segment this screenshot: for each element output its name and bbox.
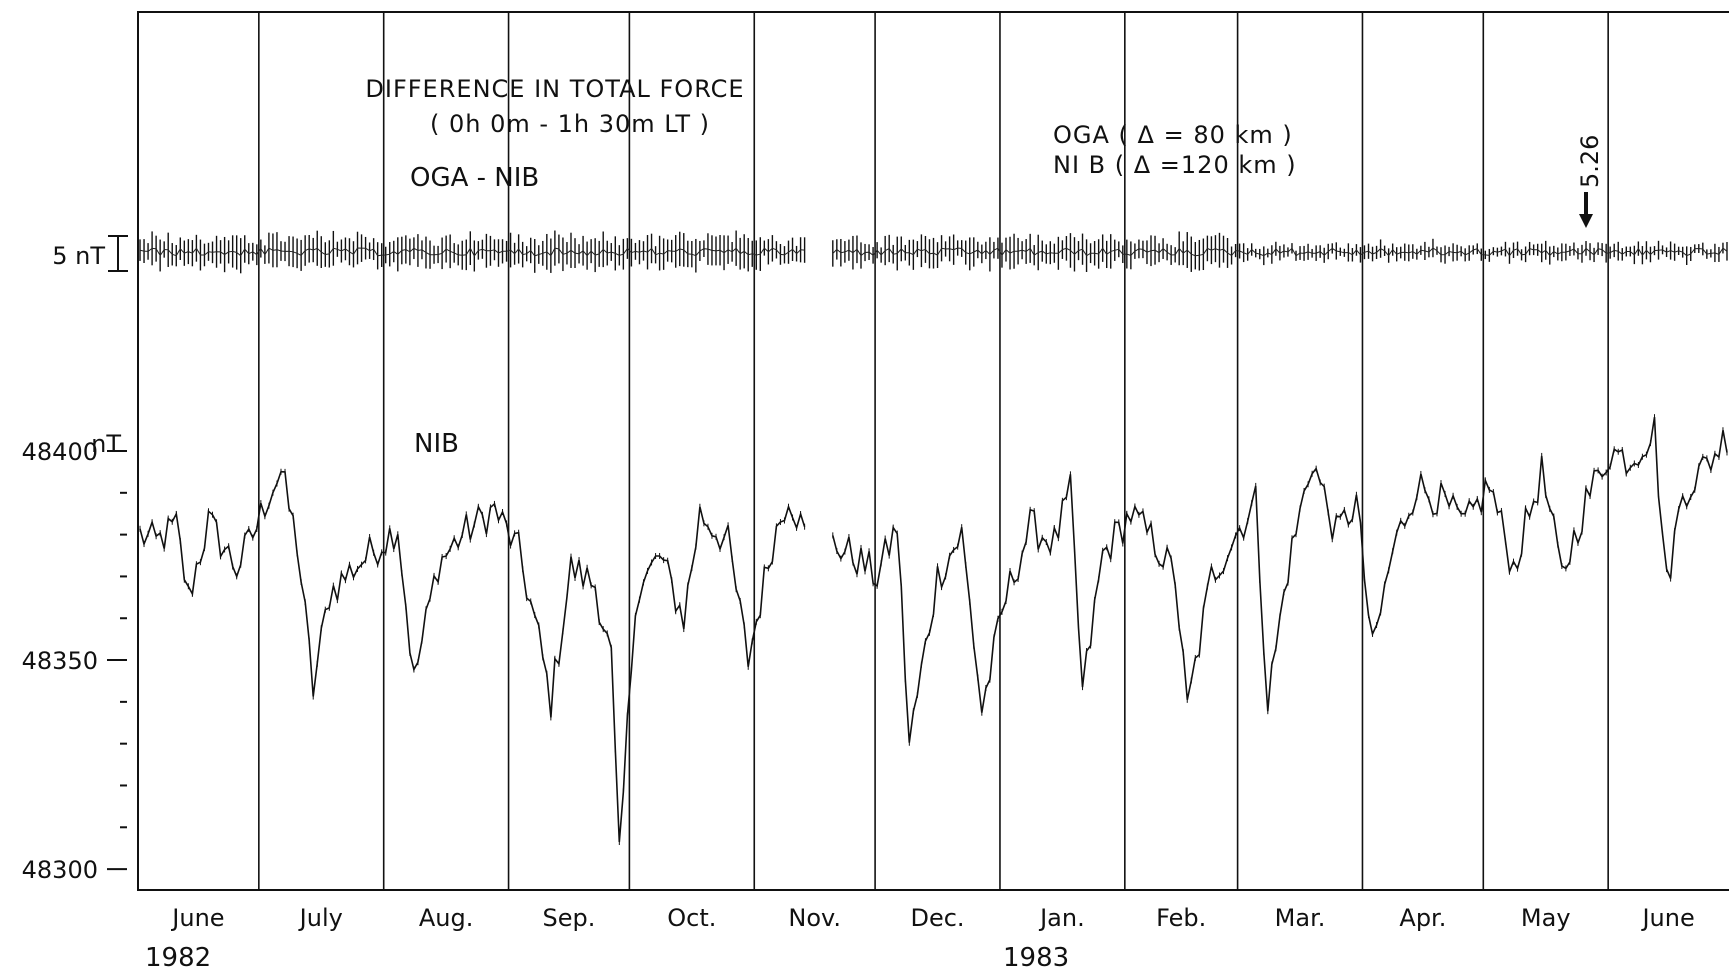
nib-series-line	[139, 470, 806, 843]
marker-arrow-head	[1579, 214, 1594, 228]
difference-line	[832, 247, 1728, 257]
chart-title: DIFFERENCE IN TOTAL FORCE	[365, 75, 744, 103]
nib-series-line	[832, 416, 1728, 743]
difference-panel-label: OGA - NIB	[410, 163, 539, 193]
nib-panel-label: NIB	[414, 429, 459, 459]
month-label: Feb.	[1156, 904, 1206, 932]
month-label: Sep.	[543, 904, 596, 932]
month-label: Nov.	[788, 904, 841, 932]
y-tick-label: 48400	[22, 438, 98, 466]
station-note-nib: NI B ( Δ =120 km )	[1053, 151, 1297, 179]
month-label: Mar.	[1275, 904, 1326, 932]
nib-trace	[139, 414, 1728, 846]
y-unit-label: nT	[91, 430, 121, 458]
station-note-oga: OGA ( Δ = 80 km )	[1053, 121, 1293, 149]
y-tick-label: 48300	[22, 856, 98, 884]
chart-text: DIFFERENCE IN TOTAL FORCE ( 0h 0m - 1h 3…	[52, 75, 1604, 973]
month-label: May	[1521, 904, 1571, 932]
month-labels: June July Aug. Sep. Oct. Nov. Dec. Jan. Feb. Mar.…	[170, 904, 1694, 932]
annotations	[108, 192, 1594, 272]
month-label: Oct.	[667, 904, 716, 932]
difference-line	[139, 247, 805, 257]
plot-frame	[137, 11, 1729, 891]
year-label-1982: 1982	[145, 943, 211, 973]
month-label: July	[298, 904, 343, 932]
y-tick-label: 48350	[22, 647, 98, 675]
year-label-1983: 1983	[1003, 943, 1069, 973]
month-label: Aug.	[419, 904, 474, 932]
oga-nib-difference-trace	[139, 230, 1728, 274]
month-label: Dec.	[910, 904, 964, 932]
month-label: Apr.	[1399, 904, 1446, 932]
scale-bar-label: 5 nT	[52, 242, 105, 270]
month-gridlines	[137, 11, 1729, 891]
y-axis: 48300 48350 48400	[22, 438, 127, 884]
month-label: June	[1640, 904, 1694, 932]
month-label: Jan.	[1038, 904, 1085, 932]
chart-subtitle: ( 0h 0m - 1h 30m LT )	[430, 110, 710, 138]
marker-label: 5.26	[1576, 135, 1604, 188]
month-label: June	[170, 904, 224, 932]
